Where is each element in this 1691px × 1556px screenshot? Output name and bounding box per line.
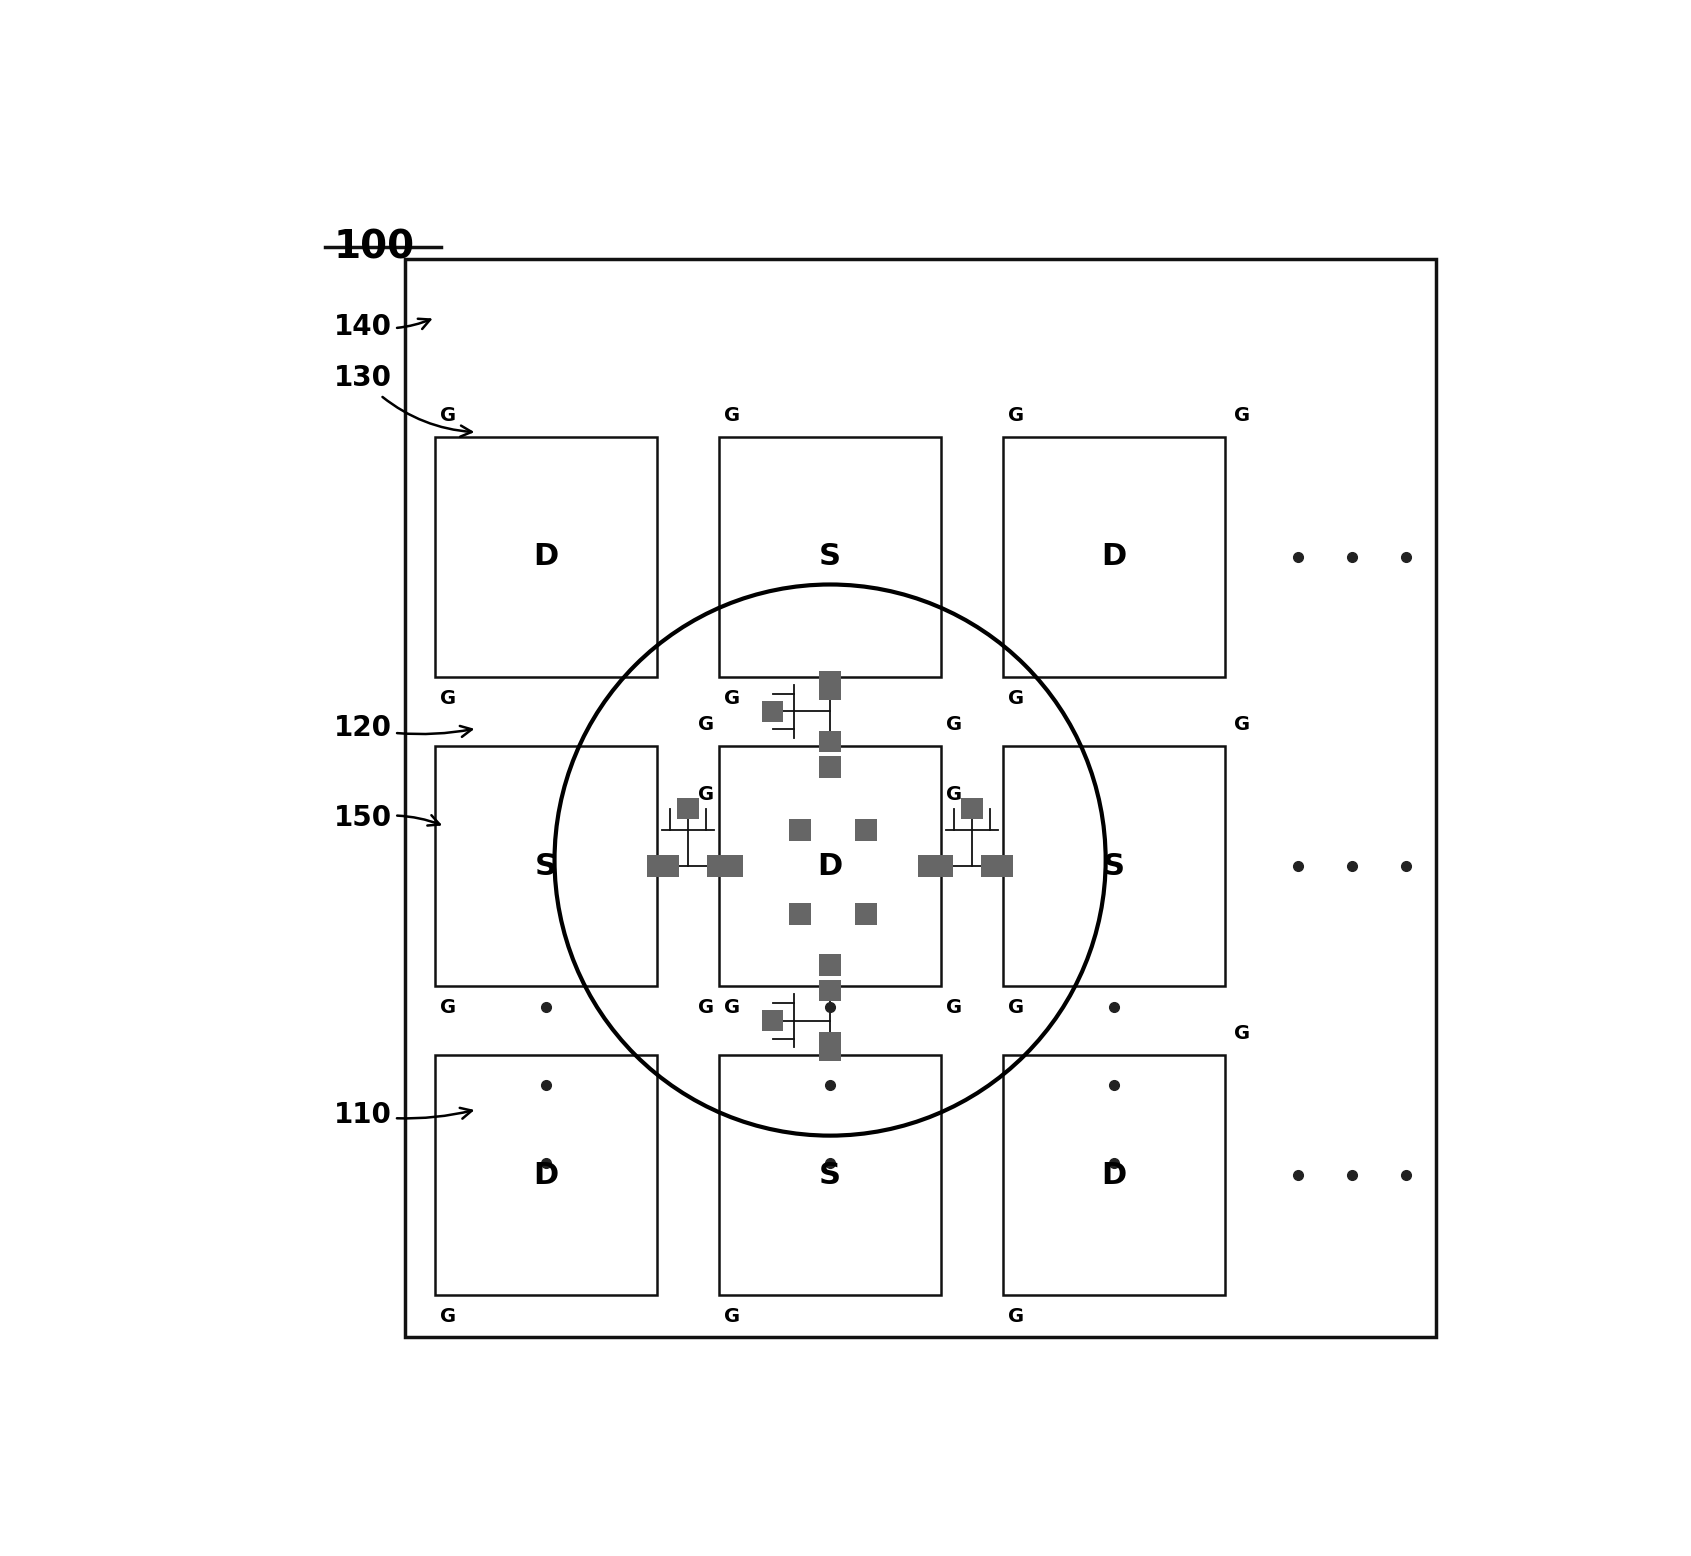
Text: D: D	[1101, 543, 1126, 571]
Text: G: G	[1008, 1307, 1025, 1326]
Text: 130: 130	[333, 364, 472, 437]
Text: D: D	[534, 543, 558, 571]
Bar	[719, 747, 940, 987]
Bar	[918, 856, 939, 878]
Bar	[719, 437, 940, 677]
Text: G: G	[440, 1307, 457, 1326]
Text: G: G	[1234, 716, 1251, 734]
Text: D: D	[534, 1161, 558, 1190]
Bar	[763, 1010, 783, 1032]
Text: G: G	[724, 997, 741, 1018]
Text: S: S	[1103, 851, 1125, 881]
Bar	[820, 1039, 840, 1061]
Bar	[1003, 747, 1224, 987]
Bar	[960, 798, 982, 820]
Text: 140: 140	[333, 313, 430, 341]
Bar	[820, 756, 840, 778]
Bar	[435, 747, 658, 987]
Text: G: G	[724, 689, 741, 708]
Bar	[763, 700, 783, 722]
Text: G: G	[724, 1307, 741, 1326]
Text: G: G	[945, 784, 962, 803]
Bar	[1003, 437, 1224, 677]
Bar	[707, 856, 729, 878]
Text: S: S	[534, 851, 556, 881]
Bar	[820, 731, 840, 752]
Text: G: G	[1008, 997, 1025, 1018]
Bar	[981, 856, 1003, 878]
Bar	[932, 856, 954, 878]
Text: G: G	[698, 997, 715, 1018]
Bar	[406, 258, 1436, 1337]
Text: 120: 120	[333, 714, 472, 742]
Bar	[991, 856, 1013, 878]
Text: G: G	[1234, 406, 1251, 425]
Bar	[720, 856, 742, 878]
Text: D: D	[817, 851, 842, 881]
Text: G: G	[1008, 689, 1025, 708]
Bar	[820, 980, 840, 1002]
Bar	[820, 671, 840, 692]
Text: G: G	[698, 716, 715, 734]
Bar	[820, 678, 840, 700]
Text: G: G	[440, 689, 457, 708]
Bar	[820, 954, 840, 976]
Bar	[1003, 1055, 1224, 1295]
Text: S: S	[818, 1161, 840, 1190]
Text: G: G	[945, 716, 962, 734]
Bar	[435, 437, 658, 677]
Text: D: D	[1101, 1161, 1126, 1190]
Bar	[790, 820, 812, 840]
Bar	[820, 1032, 840, 1053]
Text: G: G	[698, 784, 715, 803]
Text: 100: 100	[333, 229, 414, 266]
Bar	[648, 856, 670, 878]
Bar	[719, 1055, 940, 1295]
Text: G: G	[945, 997, 962, 1018]
Text: 110: 110	[333, 1102, 472, 1130]
Text: 150: 150	[333, 804, 440, 832]
Text: S: S	[818, 543, 840, 571]
Bar	[658, 856, 680, 878]
Bar	[435, 1055, 658, 1295]
Text: G: G	[440, 997, 457, 1018]
Text: G: G	[724, 406, 741, 425]
Text: G: G	[440, 406, 457, 425]
Bar	[678, 798, 698, 820]
Bar	[856, 902, 878, 924]
Text: G: G	[1234, 1024, 1251, 1044]
Bar	[856, 820, 878, 840]
Bar	[790, 902, 812, 924]
Text: G: G	[1008, 406, 1025, 425]
